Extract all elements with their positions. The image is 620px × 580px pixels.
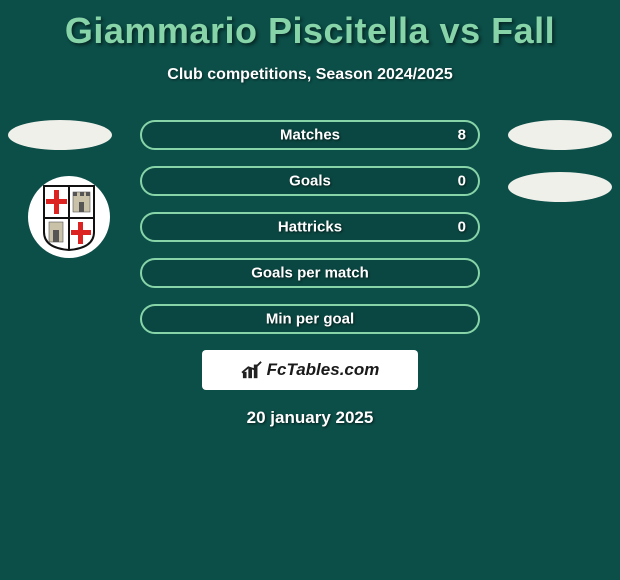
- stat-label: Min per goal: [142, 311, 478, 328]
- club-crest: [28, 176, 110, 258]
- stat-right-value: 0: [458, 173, 466, 190]
- branding-text: FcTables.com: [267, 360, 380, 380]
- branding-badge: FcTables.com: [202, 350, 418, 390]
- stat-right-value: 0: [458, 219, 466, 236]
- stat-row-hattricks: Hattricks 0: [140, 212, 480, 242]
- stat-right-value: 8: [458, 127, 466, 144]
- stat-label: Goals per match: [142, 265, 478, 282]
- snapshot-date: 20 january 2025: [0, 408, 620, 428]
- comparison-block: Matches 8 Goals 0 Hattricks 0 Goals per …: [0, 120, 620, 428]
- player-right-badge-placeholder-2: [508, 172, 612, 202]
- player-left-badge-placeholder: [8, 120, 112, 150]
- stat-row-min-per-goal: Min per goal: [140, 304, 480, 334]
- shield-icon: [40, 182, 98, 252]
- stat-row-goals: Goals 0: [140, 166, 480, 196]
- stat-row-goals-per-match: Goals per match: [140, 258, 480, 288]
- stat-label: Goals: [142, 173, 478, 190]
- page-title: Giammario Piscitella vs Fall: [0, 0, 620, 52]
- stat-label: Matches: [142, 127, 478, 144]
- player-right-badge-placeholder-1: [508, 120, 612, 150]
- subtitle: Club competitions, Season 2024/2025: [0, 66, 620, 84]
- stat-label: Hattricks: [142, 219, 478, 236]
- stat-row-matches: Matches 8: [140, 120, 480, 150]
- bar-chart-icon: [241, 360, 263, 380]
